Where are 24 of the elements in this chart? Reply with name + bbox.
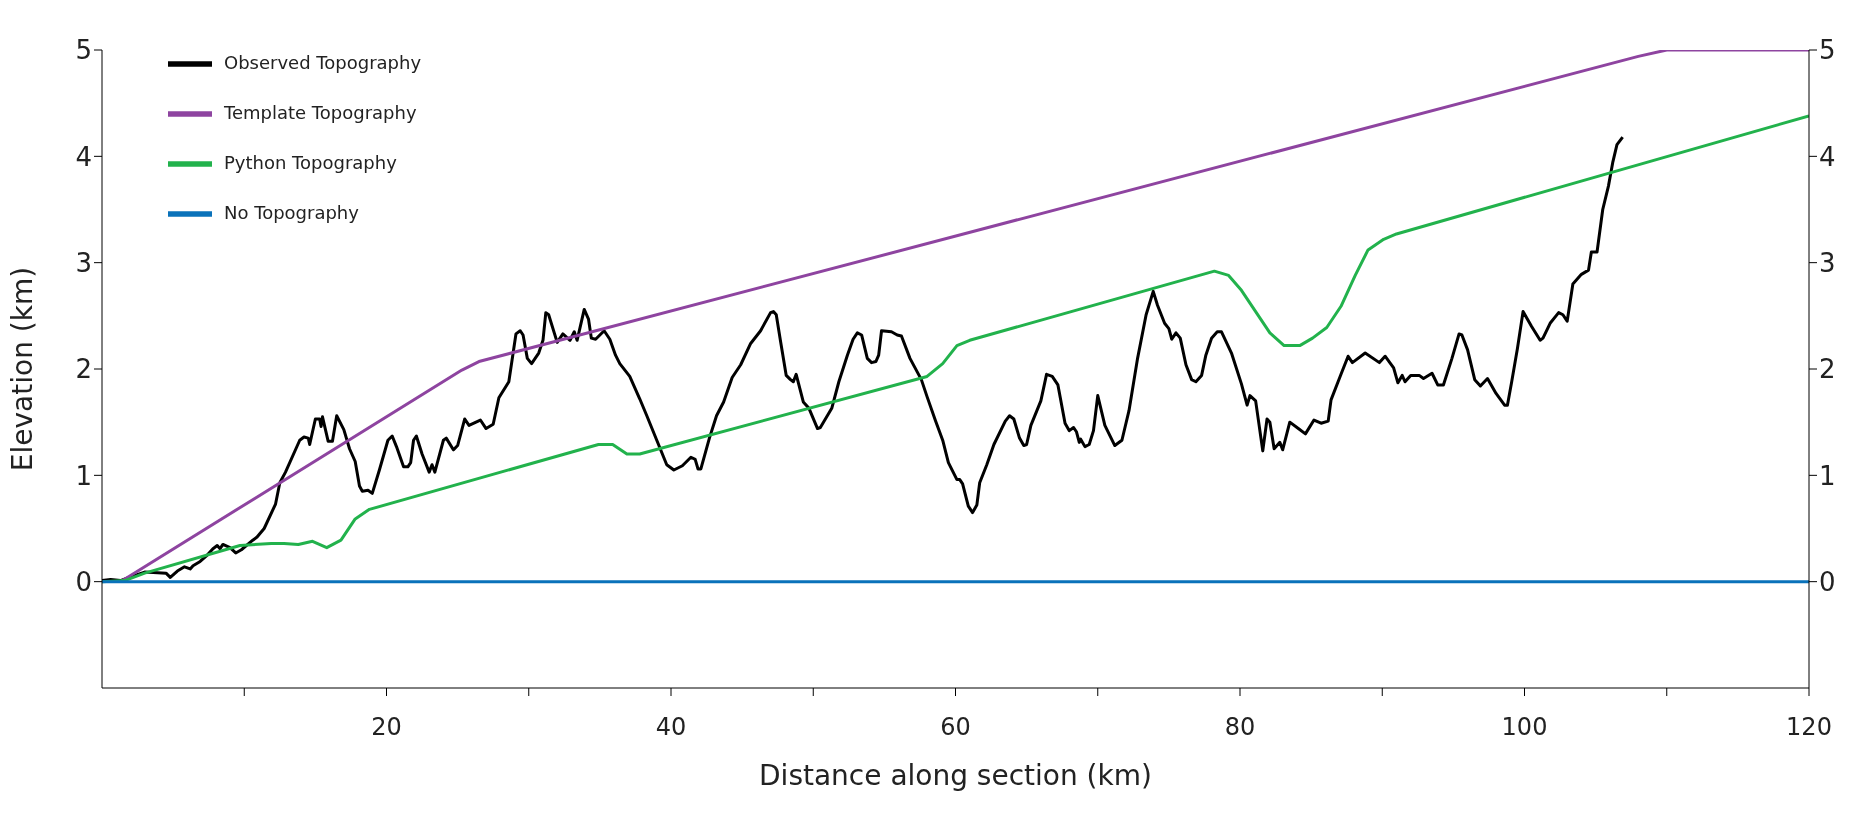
y-tick-label: 1 <box>75 460 92 491</box>
y2-tick-label: 2 <box>1819 354 1836 385</box>
legend-label: No Topography <box>224 202 359 223</box>
legend-label: Python Topography <box>224 152 397 173</box>
y-tick-label: 3 <box>75 247 92 278</box>
legend-label: Observed Topography <box>224 52 422 73</box>
y-tick-label: 0 <box>75 566 92 597</box>
y-tick-label: 4 <box>75 141 92 172</box>
x-tick-label: 80 <box>1224 713 1256 742</box>
x-axis-title: Distance along section (km) <box>759 759 1152 792</box>
x-tick-label: 60 <box>940 713 971 742</box>
legend-label: Template Topography <box>224 102 417 123</box>
y-tick-label: 2 <box>75 354 92 385</box>
x-tick-label: 120 <box>1786 713 1832 742</box>
y2-tick-label: 4 <box>1819 141 1836 172</box>
y2-tick-label: 3 <box>1819 247 1836 278</box>
x-tick-label: 20 <box>371 713 402 742</box>
y2-tick-label: 0 <box>1819 566 1836 597</box>
y2-tick-label: 5 <box>1819 35 1836 66</box>
x-tick-label: 40 <box>655 713 687 742</box>
y2-tick-label: 1 <box>1819 460 1836 491</box>
y-axis-title: Elevation (km) <box>5 266 39 472</box>
y-tick-label: 5 <box>75 35 92 66</box>
x-tick-label: 100 <box>1501 713 1548 742</box>
